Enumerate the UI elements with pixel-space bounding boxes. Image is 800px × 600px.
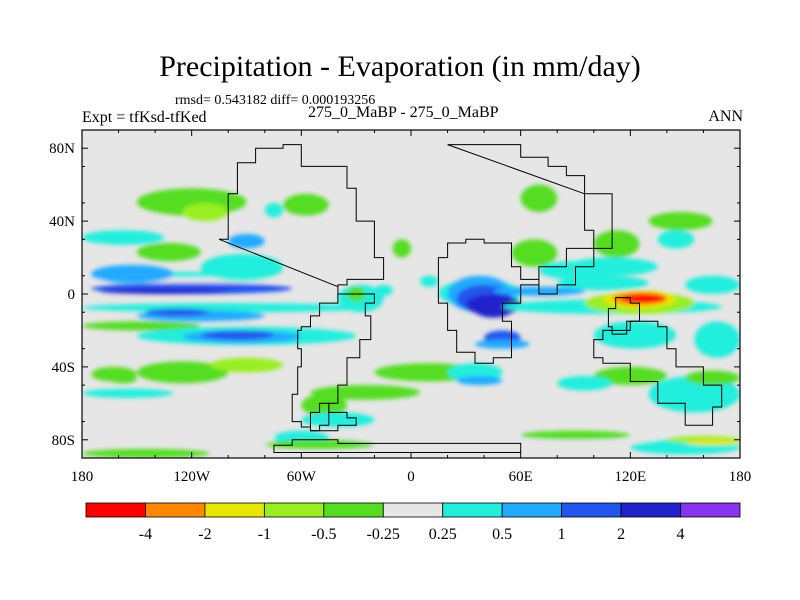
colorbar-label: -2 — [198, 526, 211, 543]
contour-region-14 — [136, 361, 229, 384]
subtitle-label: 275_0_MaBP - 275_0_MaBP — [308, 104, 499, 121]
x-axis: 180 120W 60W 0 60E 120E 180 — [71, 130, 752, 485]
x-tick-label: 180 — [71, 469, 94, 485]
contour-region-48 — [566, 257, 658, 276]
colorbar-swatch-10 — [680, 502, 741, 518]
contour-region-72 — [374, 284, 393, 296]
colorbar-swatch-0 — [85, 502, 146, 518]
y-tick-label: 0 — [68, 287, 76, 303]
contour-region-17 — [82, 448, 210, 458]
contour-region-2 — [91, 264, 174, 284]
colorbar-label: -0.25 — [367, 526, 400, 543]
chart-title: Precipitation - Evaporation (in mm/day) — [159, 50, 641, 83]
season-label: ANN — [708, 108, 743, 125]
contour-region-8 — [82, 321, 201, 331]
contour-region-65 — [557, 376, 613, 391]
colorbar-swatch-3 — [263, 502, 325, 518]
contour-region-21 — [164, 246, 192, 258]
contour-region-11 — [200, 330, 274, 340]
colorbar-swatch-2 — [204, 502, 265, 518]
contour-region-71 — [392, 239, 411, 258]
africa-eurasia-outline — [437, 144, 613, 364]
colorbar: -4 -2 -1 -0.5 -0.25 0.25 0.5 1 2 4 — [85, 502, 741, 543]
contour-region-62 — [264, 439, 375, 449]
colorbar-label: -0.5 — [311, 526, 336, 543]
colorbar-swatch-7 — [501, 502, 563, 518]
x-tick-label: 0 — [407, 469, 415, 485]
x-tick-label: 120W — [173, 469, 211, 485]
x-tick-label: 120E — [614, 469, 646, 485]
contour-region-5 — [82, 303, 375, 313]
contour-region-56 — [685, 370, 740, 386]
contour-region-18 — [82, 439, 740, 444]
y-axis: 80N 40N 0 40S 80S — [49, 141, 740, 449]
contour-region-22 — [200, 253, 284, 282]
colorbar-swatch-1 — [145, 502, 206, 518]
contour-region-15 — [209, 357, 284, 373]
x-tick-label: 60W — [287, 469, 317, 485]
colorbar-swatch-8 — [561, 502, 622, 518]
colorbar-swatch-6 — [442, 502, 503, 518]
contour-region-46 — [621, 294, 667, 304]
contour-region-64 — [456, 376, 503, 386]
peninsula-outline-south — [310, 402, 357, 432]
contour-fill-layer — [82, 184, 740, 458]
colorbar-label: 0.25 — [429, 526, 457, 543]
y-tick-label: 40S — [52, 360, 75, 376]
contour-region-4 — [100, 288, 229, 294]
colorbar-label: 2 — [617, 526, 625, 543]
island-outline-east — [607, 297, 640, 335]
y-tick-label: 80N — [49, 141, 75, 157]
contour-region-25 — [182, 202, 229, 222]
contour-region-70 — [420, 275, 439, 287]
colorbar-swatch-4 — [323, 502, 384, 518]
contour-region-42 — [557, 275, 649, 291]
contour-region-69 — [520, 430, 631, 440]
contour-region-49 — [593, 230, 640, 258]
contour-region-19 — [82, 230, 165, 245]
colorbar-label: -4 — [139, 526, 152, 543]
antarctica-shelf-outline — [273, 439, 522, 453]
contour-region-40 — [520, 184, 558, 212]
y-tick-label: 40N — [49, 214, 75, 230]
colorbar-label: 4 — [677, 526, 685, 543]
contour-region-13 — [109, 376, 137, 384]
x-tick-label: 180 — [729, 469, 752, 485]
contour-region-68 — [685, 439, 740, 446]
experiment-label: Expt = tfKsd-tfKed — [82, 109, 207, 126]
contour-region-38 — [474, 339, 530, 349]
contour-region-26 — [283, 193, 329, 216]
colorbar-label: 0.5 — [492, 526, 512, 543]
contour-region-47 — [593, 321, 677, 349]
colorbar-swatch-5 — [382, 502, 444, 518]
contour-region-39 — [511, 239, 558, 267]
stats-label: rmsd= 0.543182 diff= 0.000193256 — [175, 93, 376, 108]
y-tick-label: 80S — [52, 433, 75, 449]
contour-region-23 — [228, 233, 265, 249]
contour-region-7 — [145, 308, 210, 316]
south-america-outline — [218, 144, 385, 432]
contour-region-16 — [82, 388, 174, 398]
x-tick-label: 60E — [509, 469, 533, 485]
colorbar-swatch-9 — [620, 502, 681, 518]
colorbar-label: -1 — [258, 526, 271, 543]
contour-region-53 — [694, 321, 740, 358]
contour-region-27 — [264, 202, 284, 218]
contour-region-51 — [648, 212, 713, 231]
coastline-layer — [218, 144, 723, 453]
contour-region-52 — [685, 275, 740, 294]
colorbar-label: 1 — [558, 526, 566, 543]
contour-region-59 — [301, 394, 348, 417]
contour-region-50 — [657, 230, 695, 249]
